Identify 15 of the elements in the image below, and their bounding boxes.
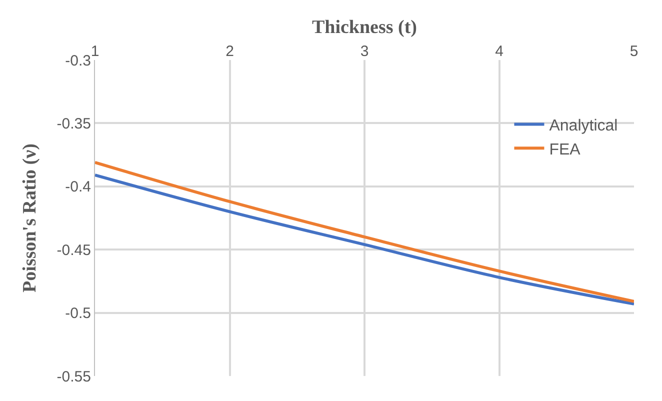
y-tick-label: -0.35 (56, 115, 91, 132)
y-tick-label: -0.45 (56, 242, 91, 259)
x-tick-label: 5 (630, 43, 638, 60)
x-tick-label: 2 (226, 43, 234, 60)
x-tick-label: 1 (90, 43, 100, 60)
legend-label: FEA (549, 141, 581, 158)
legend-label: Analytical (549, 118, 618, 135)
y-tick-label: -0.5 (65, 305, 91, 322)
y-tick-label: -0.55 (56, 368, 91, 386)
x-axis-title: Thickness (t) (312, 16, 418, 38)
x-tick-label: 4 (495, 43, 504, 60)
y-tick-label: -0.3 (65, 52, 91, 70)
y-tick-label: -0.4 (65, 178, 91, 196)
x-tick-label: 3 (360, 43, 369, 60)
y-axis-title: Poisson's Ratio (ν) (20, 144, 41, 292)
